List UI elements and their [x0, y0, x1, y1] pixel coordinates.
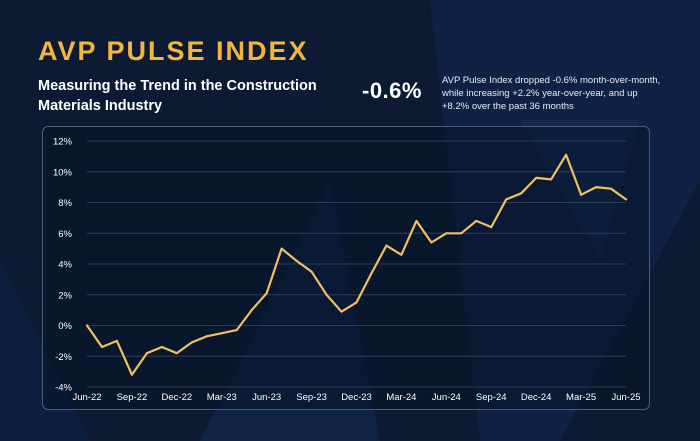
data-point [115, 339, 118, 342]
y-tick-label: 10% [53, 167, 73, 178]
summary-text: AVP Pulse Index dropped -0.6% month-over… [442, 75, 661, 112]
x-tick-label: Dec-23 [341, 392, 372, 403]
data-point [86, 324, 88, 327]
data-point [535, 176, 538, 179]
data-point [235, 329, 238, 332]
x-tick-label: Mar-24 [386, 392, 416, 403]
series-layer [85, 153, 628, 376]
data-point [610, 187, 613, 190]
data-point [310, 270, 313, 273]
series-line [85, 153, 628, 376]
x-tick-label: Jun-24 [432, 392, 461, 403]
data-point [220, 332, 223, 335]
y-tick-label: -4% [55, 383, 72, 394]
data-point [460, 232, 463, 235]
data-point [430, 241, 433, 244]
data-point [175, 352, 178, 355]
y-tick-label: 4% [58, 260, 72, 271]
page-title: AVP PULSE INDEX [38, 36, 309, 66]
data-point [295, 259, 298, 262]
y-tick-label: 8% [58, 198, 72, 209]
data-point [595, 186, 598, 189]
y-tick-label: -2% [55, 352, 72, 363]
x-tick-label: Sep-24 [476, 392, 507, 403]
data-point [475, 219, 478, 222]
data-point [445, 232, 448, 235]
data-point [490, 226, 493, 229]
data-point [505, 198, 508, 201]
data-point [130, 373, 133, 376]
monthly-change-value: -0.6% [362, 78, 422, 103]
data-point [520, 192, 523, 195]
data-point [385, 244, 388, 247]
data-point [550, 178, 553, 181]
y-tick-label: 6% [58, 229, 72, 240]
x-tick-label: Jun-23 [252, 392, 281, 403]
data-point [190, 341, 193, 344]
data-point [280, 247, 283, 250]
data-point [580, 193, 583, 196]
y-tick-label: 2% [58, 290, 72, 301]
y-tick-label: 0% [58, 321, 72, 332]
x-tick-label: Dec-22 [162, 392, 193, 403]
chart-panel [42, 126, 650, 410]
y-axis-ticks: -4% -2% 0% 2% 4% 6% 8% 10% 12% [53, 137, 73, 394]
data-point [415, 219, 418, 222]
data-point [340, 310, 343, 313]
data-point [265, 292, 268, 295]
page-subtitle: Measuring the Trend in the Construction … [38, 78, 317, 114]
x-tick-label: Mar-25 [566, 392, 596, 403]
x-tick-label: Sep-23 [296, 392, 327, 403]
data-point [325, 293, 328, 296]
x-tick-label: Jun-22 [72, 392, 101, 403]
data-point [355, 301, 358, 304]
data-point [145, 352, 148, 355]
data-point [565, 153, 568, 156]
x-tick-label: Mar-23 [207, 392, 237, 403]
data-point [205, 335, 208, 338]
x-tick-label: Jun-25 [611, 392, 640, 403]
gridlines [87, 140, 626, 388]
data-point [400, 253, 403, 256]
x-tick-label: Dec-24 [521, 392, 552, 403]
data-point [250, 309, 253, 312]
x-axis-ticks: Jun-22 Sep-22 Dec-22 Mar-23 Jun-23 Sep-23 Dec-… [72, 392, 640, 403]
x-tick-label: Sep-22 [117, 392, 148, 403]
data-point [160, 346, 163, 349]
data-point [625, 198, 627, 201]
data-point [370, 272, 373, 275]
y-tick-label: 12% [53, 137, 73, 148]
data-point [100, 346, 103, 349]
